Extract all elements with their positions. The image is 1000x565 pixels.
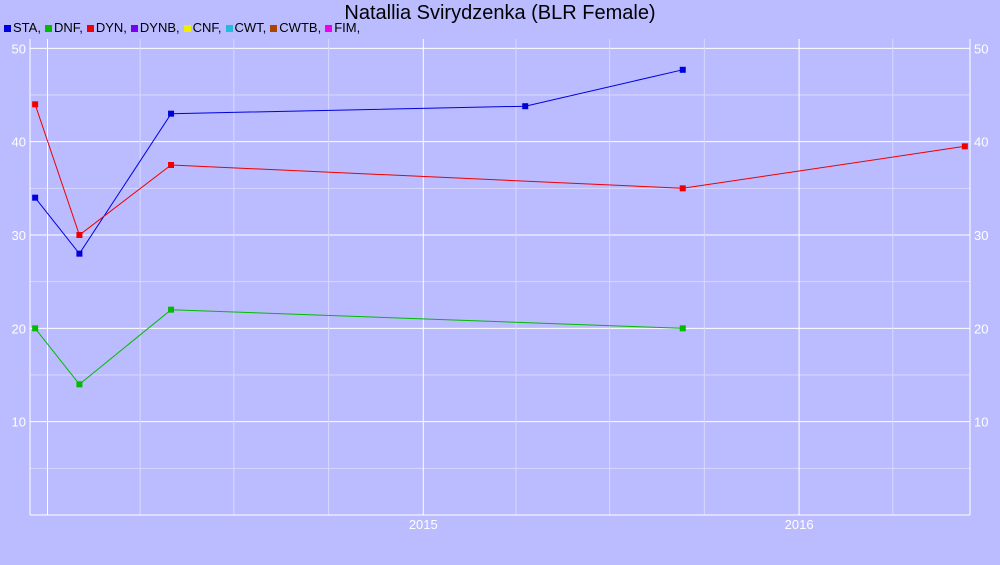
y-tick-label-left: 50 xyxy=(12,41,26,56)
legend-swatch xyxy=(130,24,138,32)
data-point-sta xyxy=(168,110,175,117)
series-line-sta xyxy=(34,69,683,255)
y-tick-label-right: 40 xyxy=(974,135,988,150)
y-tick-label-right: 30 xyxy=(974,228,988,243)
legend-swatch xyxy=(86,24,94,32)
y-tick-label-right: 20 xyxy=(974,321,988,336)
chart-legend: STA, DNF, DYN, DYNB, CNF, CWT, CWTB, FIM, xyxy=(4,20,364,36)
legend-item-fim: FIM, xyxy=(325,20,360,36)
legend-label: CWTB, xyxy=(279,20,322,35)
data-point-sta xyxy=(522,103,529,110)
legend-label: STA, xyxy=(13,20,41,35)
chart-title: Natallia Svirydzenka (BLR Female) xyxy=(344,2,656,24)
data-point-dyn xyxy=(168,162,175,168)
data-point-dnf xyxy=(168,306,175,313)
legend-label: CNF, xyxy=(192,20,222,35)
legend-label: FIM, xyxy=(334,20,361,35)
y-tick-label-right: 50 xyxy=(974,41,988,56)
data-point-dnf xyxy=(76,381,83,388)
data-point-dnf xyxy=(679,325,686,332)
data-point-sta xyxy=(76,250,83,257)
y-tick-label-left: 30 xyxy=(12,228,26,243)
y-tick-label-left: 20 xyxy=(12,321,26,336)
legend-swatch xyxy=(325,24,333,32)
legend-item-dnf: DNF, xyxy=(44,20,83,36)
data-point-dyn xyxy=(32,101,39,108)
legend-item-cwtb: CWTB, xyxy=(270,20,321,36)
y-tick-label-left: 10 xyxy=(12,415,26,430)
legend-swatch xyxy=(183,24,191,32)
data-point-dyn xyxy=(961,143,968,150)
x-tick-label: 2015 xyxy=(409,517,438,532)
legend-swatch xyxy=(270,24,278,32)
series-line-dyn xyxy=(34,104,965,236)
legend-item-sta: STA, xyxy=(4,20,41,36)
series-line-dnf xyxy=(34,309,683,386)
legend-label: CWT, xyxy=(234,20,267,35)
legend-item-dyn: DYN, xyxy=(86,20,127,36)
legend-swatch xyxy=(4,24,11,32)
y-tick-label-left: 40 xyxy=(12,135,26,150)
data-point-sta xyxy=(32,194,39,201)
legend-swatch xyxy=(225,24,233,32)
data-point-dyn xyxy=(679,185,686,192)
x-tick-label: 2016 xyxy=(785,517,814,532)
data-point-dnf xyxy=(32,325,39,332)
legend-label: DYN, xyxy=(95,20,127,35)
data-point-sta xyxy=(679,66,686,73)
legend-label: DNF, xyxy=(53,20,83,35)
data-point-dyn xyxy=(76,232,83,238)
legend-item-cnf: CNF, xyxy=(183,20,222,36)
legend-item-cwt: CWT, xyxy=(225,20,267,36)
legend-label: DYNB, xyxy=(139,20,180,35)
y-tick-label-right: 10 xyxy=(974,415,988,430)
legend-item-dynb: DYNB, xyxy=(130,20,180,36)
legend-swatch xyxy=(44,24,52,32)
